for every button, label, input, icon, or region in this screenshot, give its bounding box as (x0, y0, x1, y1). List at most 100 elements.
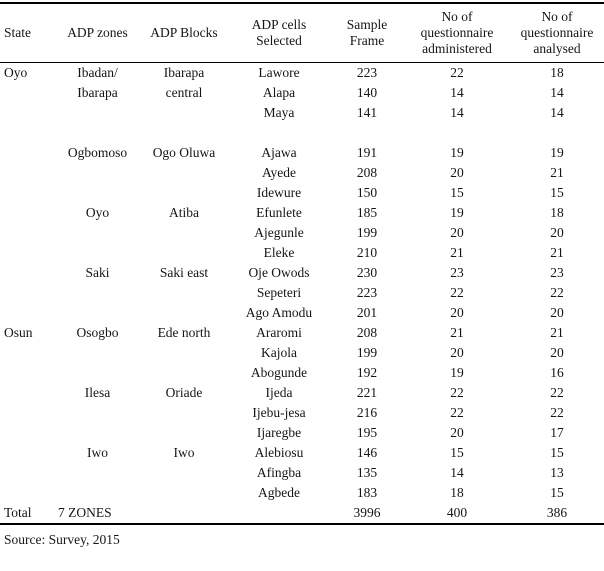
table-cell (55, 183, 140, 203)
table-cell: 19 (450, 365, 464, 380)
header-adp-blocks: ADP Blocks (140, 3, 228, 63)
table-cell (140, 363, 228, 383)
table-cell (140, 243, 228, 263)
table-cell: Iwo (87, 445, 108, 460)
table-cell (140, 183, 228, 203)
table-cell: 216 (356, 405, 378, 420)
table-cell: 20 (550, 305, 564, 320)
table-cell (228, 123, 330, 143)
table-cell: 14 (550, 85, 564, 100)
table-cell: Saki (85, 265, 110, 280)
table-cell: Abogunde (250, 365, 308, 380)
table-cell: 21 (550, 165, 564, 180)
table-cell (330, 123, 404, 143)
total-cell: 386 (510, 503, 604, 525)
table-cell: 14 (550, 105, 564, 120)
table-row: Ogbomoso Ogo Oluwa Ajawa 191 19 19 (0, 143, 604, 163)
table-cell (0, 103, 55, 123)
table-cell: Oriade (165, 385, 203, 400)
table-cell (55, 403, 140, 423)
table-cell: Atiba (169, 205, 199, 220)
table-row: Eleke 210 21 21 (0, 243, 604, 263)
table-cell: 22 (550, 405, 564, 420)
table-cell (140, 423, 228, 443)
table-cell: 22 (450, 385, 464, 400)
table-cell: Eleke (263, 245, 295, 260)
table-cell: Ogo Oluwa (152, 145, 216, 160)
table-cell: 146 (356, 445, 378, 460)
table-cell: Osun (4, 325, 33, 340)
table-cell: 221 (356, 385, 378, 400)
table-cell: Efunlete (256, 205, 302, 220)
table-row: Ibarapa central Alapa 140 14 14 (0, 83, 604, 103)
header-row: State ADP zones ADP Blocks ADP cells Sel… (0, 3, 604, 63)
table-cell (0, 483, 55, 503)
table-cell (0, 343, 55, 363)
table-cell (55, 283, 140, 303)
table-cell: Oyo (85, 205, 110, 220)
table-cell: Ilesa (84, 385, 111, 400)
table-row: Ilesa Oriade Ijeda 221 22 22 (0, 383, 604, 403)
table-cell: Araromi (256, 325, 302, 340)
table-cell: Afingba (256, 465, 302, 480)
table-cell (55, 303, 140, 323)
table-cell (0, 383, 55, 403)
table-cell: 208 (356, 165, 378, 180)
source-note: Source: Survey, 2015 (4, 532, 120, 547)
table-cell: 199 (356, 345, 378, 360)
table-cell (0, 243, 55, 263)
table-cell: 141 (356, 105, 378, 120)
header-adp-cells-selected: ADP cells Selected (228, 3, 330, 63)
header-state: State (0, 3, 55, 63)
table-row: Osun Osogbo Ede north Araromi 208 21 21 (0, 323, 604, 343)
table-cell: Ibadan/ (77, 65, 118, 80)
table-cell (0, 223, 55, 243)
table-cell: 19 (450, 205, 464, 220)
table-cell: 20 (450, 225, 464, 240)
table-cell: Ajegunle (254, 225, 304, 240)
table-cell: Alebiosu (254, 445, 304, 460)
table-cell: 192 (356, 365, 378, 380)
table-row: Maya 141 14 14 (0, 103, 604, 123)
table-cell: 199 (356, 225, 378, 240)
table-row: Ayede 208 20 21 (0, 163, 604, 183)
total-cell: 3996 (330, 503, 404, 525)
table-cell: 22 (450, 285, 464, 300)
table-cell: 23 (450, 265, 464, 280)
table-cell: Ibarapa (77, 85, 118, 100)
table-cell: Ede north (157, 325, 211, 340)
table-cell: 210 (356, 245, 378, 260)
total-cell (228, 503, 330, 525)
table-cell (55, 103, 140, 123)
table-row: Saki Saki east Oje Owods 230 23 23 (0, 263, 604, 283)
total-label-cell: Total (0, 503, 55, 525)
table-cell: 15 (450, 445, 464, 460)
table-cell (140, 343, 228, 363)
table-cell (0, 203, 55, 223)
table-cell: 230 (356, 265, 378, 280)
table-cell: 140 (356, 85, 378, 100)
table-cell (140, 303, 228, 323)
table-row: Oyo Ibadan/Ibarapa Lawore 223 22 18 (0, 63, 604, 84)
table-row: Oyo Atiba Efunlete 185 19 18 (0, 203, 604, 223)
table-cell: 15 (450, 185, 464, 200)
table-cell: 23 (550, 265, 564, 280)
table-cell: 19 (550, 145, 564, 160)
table-cell (510, 123, 604, 143)
table-cell: 150 (356, 185, 378, 200)
table-row: Sepeteri 223 22 22 (0, 283, 604, 303)
table-cell: 21 (450, 245, 464, 260)
table-cell (140, 403, 228, 423)
table-cell: 16 (550, 365, 564, 380)
table-cell: Maya (263, 105, 295, 120)
table-cell: 20 (450, 165, 464, 180)
header-adp-zones: ADP zones (55, 3, 140, 63)
table-row: Ajegunle 199 20 20 (0, 223, 604, 243)
table-cell: Ijeda (265, 385, 293, 400)
table-cell: 183 (356, 485, 378, 500)
table-cell (55, 223, 140, 243)
table-row: Agbede 183 18 15 (0, 483, 604, 503)
table-cell (0, 183, 55, 203)
table-cell (404, 123, 510, 143)
survey-sample-table: State ADP zones ADP Blocks ADP cells Sel… (0, 2, 604, 525)
